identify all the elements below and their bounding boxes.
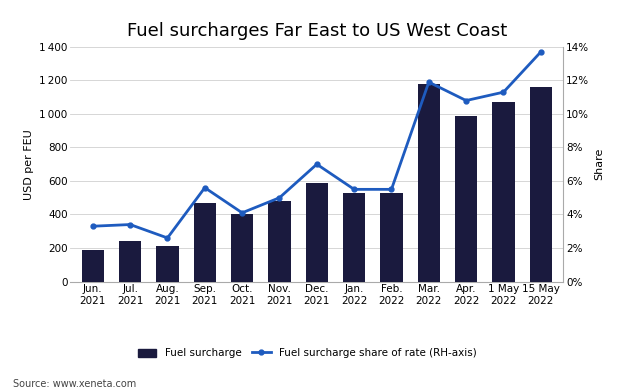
Bar	[306, 183, 328, 282]
Bar	[231, 215, 253, 282]
Y-axis label: Share: Share	[595, 148, 605, 180]
Fuel surcharge share of rate (RH-axis)	[537, 50, 545, 54]
Text: Source: www.xeneta.com: Source: www.xeneta.com	[13, 379, 136, 389]
Fuel surcharge share of rate (RH-axis)	[313, 162, 321, 167]
Fuel surcharge share of rate (RH-axis)	[238, 210, 246, 215]
Y-axis label: USD per FEU: USD per FEU	[24, 129, 34, 199]
Title: Fuel surcharges Far East to US West Coast: Fuel surcharges Far East to US West Coas…	[127, 22, 507, 40]
Bar	[530, 87, 552, 282]
Fuel surcharge share of rate (RH-axis)	[388, 187, 396, 192]
Bar	[156, 246, 179, 282]
Fuel surcharge share of rate (RH-axis)	[425, 80, 433, 84]
Bar	[119, 241, 141, 282]
Fuel surcharge share of rate (RH-axis)	[462, 98, 470, 103]
Fuel surcharge share of rate (RH-axis)	[350, 187, 358, 192]
Fuel surcharge share of rate (RH-axis)	[164, 236, 172, 240]
Fuel surcharge share of rate (RH-axis)	[201, 185, 209, 190]
Fuel surcharge share of rate (RH-axis)	[500, 90, 508, 95]
Fuel surcharge share of rate (RH-axis)	[276, 196, 284, 200]
Bar	[343, 193, 365, 282]
Bar	[194, 203, 216, 282]
Bar	[455, 116, 477, 282]
Bar	[268, 201, 291, 282]
Legend: Fuel surcharge, Fuel surcharge share of rate (RH-axis): Fuel surcharge, Fuel surcharge share of …	[138, 348, 477, 359]
Bar	[492, 102, 515, 282]
Bar	[380, 193, 403, 282]
Bar	[418, 84, 440, 282]
Line: Fuel surcharge share of rate (RH-axis): Fuel surcharge share of rate (RH-axis)	[90, 50, 543, 240]
Bar	[82, 250, 104, 282]
Fuel surcharge share of rate (RH-axis)	[126, 222, 134, 227]
Fuel surcharge share of rate (RH-axis)	[89, 224, 97, 229]
